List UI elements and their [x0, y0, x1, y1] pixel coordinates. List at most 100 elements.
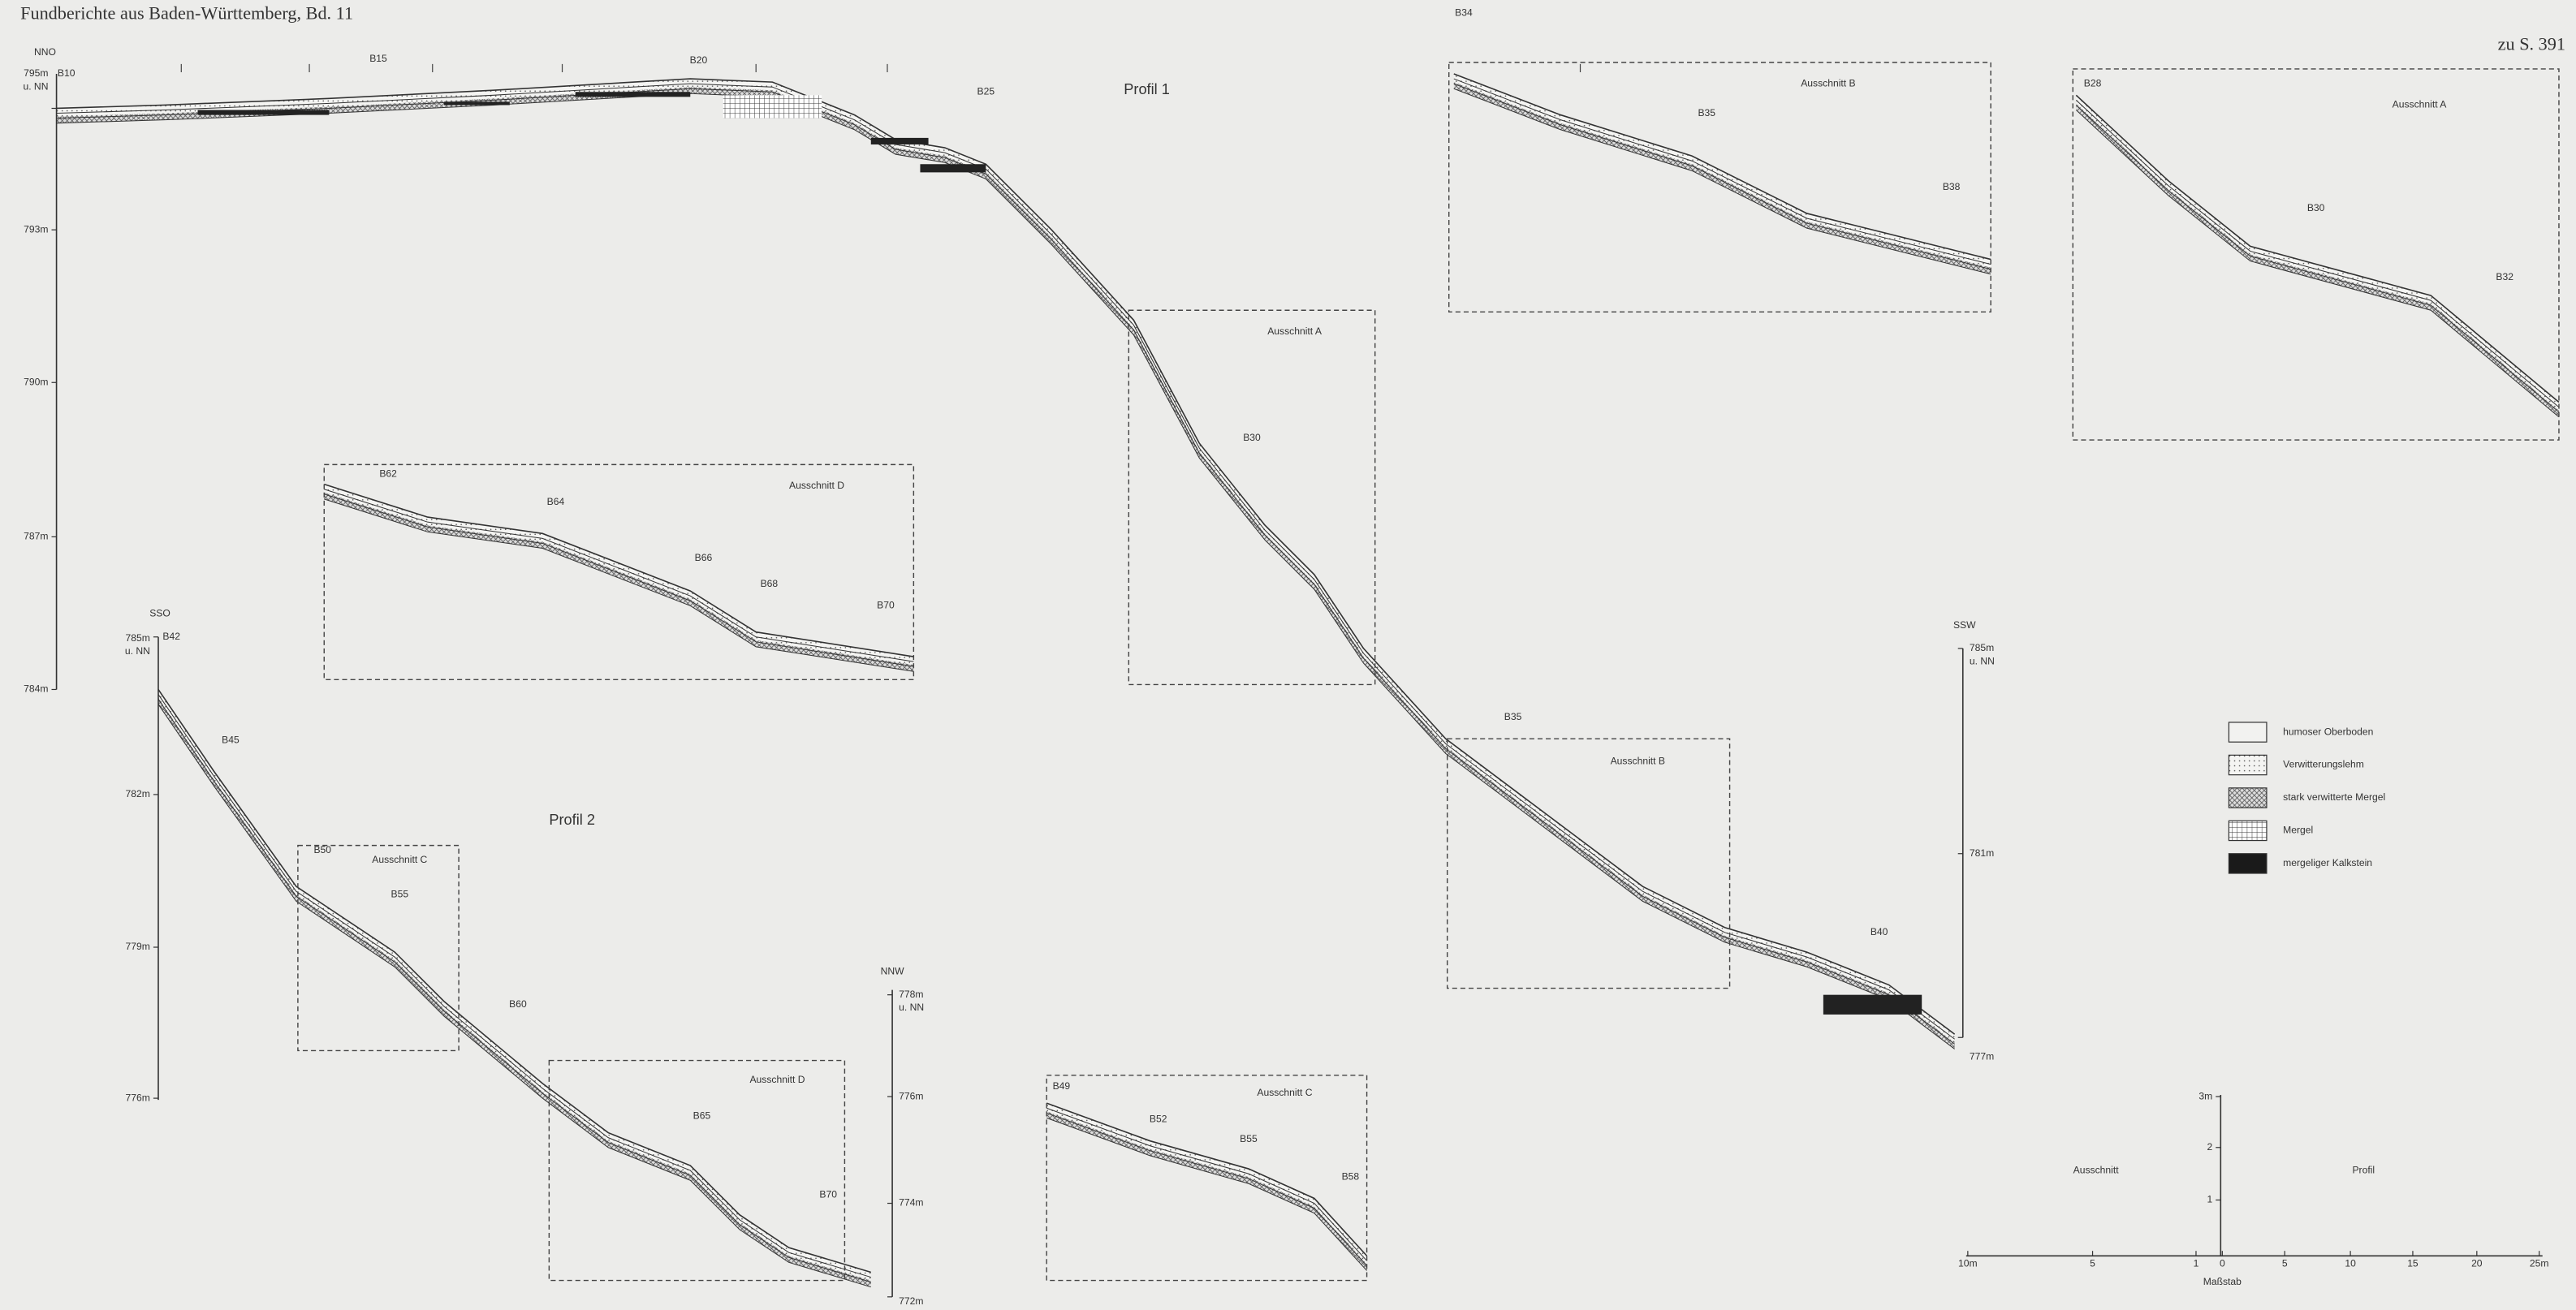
- label: NNW: [881, 966, 905, 977]
- label: B55: [1240, 1133, 1258, 1144]
- label: B15: [369, 53, 387, 64]
- section-box: [2073, 69, 2559, 440]
- figure: Fundberichte aus Baden-Württemberg, Bd. …: [0, 0, 2576, 1310]
- label: Ausschnitt B: [1611, 756, 1665, 767]
- label: 795m: [24, 67, 48, 79]
- label: 15: [2407, 1258, 2419, 1269]
- soil-band: [158, 689, 871, 1286]
- label: u. NN: [1970, 655, 1995, 666]
- legend-swatch: [2229, 854, 2267, 873]
- label: B20: [690, 54, 708, 66]
- marl-band: [158, 698, 871, 1287]
- label: Mergel: [2283, 825, 2313, 836]
- label: 0: [2220, 1258, 2225, 1269]
- label: 5: [2282, 1258, 2288, 1269]
- label: 25m: [2530, 1258, 2549, 1269]
- label: Ausschnitt D: [749, 1074, 805, 1085]
- label: B55: [391, 888, 409, 899]
- label: B52: [1150, 1114, 1167, 1125]
- label: B45: [222, 734, 239, 745]
- soil-band: [57, 79, 1955, 1049]
- label: B40: [1871, 926, 1888, 937]
- profile-line: [2076, 100, 2559, 407]
- label: B35: [1504, 711, 1522, 722]
- label: B64: [547, 496, 565, 507]
- label: Maßstab: [2203, 1276, 2242, 1287]
- label: Fundberichte aus Baden-Württemberg, Bd. …: [20, 2, 353, 23]
- label: Ausschnitt D: [789, 480, 844, 491]
- legend-swatch: [2229, 788, 2267, 808]
- marl-band: [2076, 103, 2559, 416]
- label: B66: [695, 552, 713, 563]
- profile-line: [158, 705, 871, 1287]
- label: B38: [1943, 181, 1961, 192]
- label: 785m: [1970, 642, 1994, 653]
- label: Ausschnitt B: [1801, 77, 1855, 88]
- layer-block: [576, 92, 691, 97]
- label: Ausschnitt A: [1267, 325, 1323, 337]
- label: mergeliger Kalkstein: [2283, 857, 2372, 868]
- label: 20: [2471, 1258, 2483, 1269]
- label: B68: [761, 578, 779, 589]
- label: B34: [1455, 6, 1473, 18]
- label: Ausschnitt: [2073, 1164, 2120, 1175]
- label: Profil 2: [549, 812, 595, 828]
- label: B49: [1053, 1080, 1071, 1092]
- label: 781m: [1970, 847, 1994, 859]
- layer-block: [444, 101, 510, 105]
- label: Profil 1: [1124, 81, 1170, 97]
- layer-block: [198, 110, 330, 115]
- profile-line: [1046, 1113, 1366, 1265]
- label: Verwitterungslehm: [2283, 759, 2364, 770]
- label: stark verwitterte Mergel: [2283, 791, 2385, 803]
- label: 778m: [899, 989, 923, 1000]
- label: B65: [693, 1110, 711, 1122]
- label: 776m: [126, 1092, 150, 1103]
- legend-swatch: [2229, 722, 2267, 742]
- label: B28: [2084, 77, 2102, 88]
- page: {"header":{"title":"Fundberichte aus Bad…: [0, 0, 2576, 1310]
- label: humoser Oberboden: [2283, 726, 2373, 737]
- label: 1: [2194, 1258, 2199, 1269]
- legend-swatch: [2229, 821, 2267, 840]
- label: B42: [162, 631, 180, 642]
- label: SSW: [1953, 619, 1976, 631]
- label: u. NN: [23, 80, 48, 92]
- layer-block: [723, 95, 822, 118]
- section-box: [549, 1061, 844, 1281]
- layer-block: [871, 138, 929, 144]
- label: 10: [2345, 1258, 2356, 1269]
- label: 793m: [24, 223, 48, 235]
- layer-block: [1823, 995, 1922, 1015]
- label: B30: [1243, 432, 1261, 443]
- label: Profil: [2352, 1164, 2375, 1175]
- label: 774m: [899, 1197, 923, 1209]
- label: B10: [58, 67, 76, 79]
- section-box: [1449, 62, 1991, 312]
- label: B60: [509, 998, 527, 1010]
- profile-line: [158, 689, 871, 1272]
- label: 10m: [1958, 1258, 1978, 1269]
- label: 790m: [24, 376, 48, 387]
- label: NNO: [34, 46, 56, 58]
- soil-band: [2076, 95, 2559, 416]
- label: 785m: [126, 632, 150, 644]
- label: zu S. 391: [2498, 34, 2565, 54]
- label: Ausschnitt A: [2393, 99, 2448, 110]
- layer-block: [920, 164, 986, 172]
- label: u. NN: [899, 1002, 924, 1013]
- label: B70: [877, 600, 895, 611]
- label: B32: [2496, 271, 2513, 282]
- profile-line: [2076, 105, 2559, 412]
- label: B58: [1342, 1170, 1360, 1182]
- label: B35: [1698, 107, 1715, 119]
- profile-line: [1454, 74, 1991, 260]
- label: 777m: [1970, 1051, 1994, 1062]
- label: 776m: [899, 1090, 923, 1101]
- profile-line: [57, 84, 1955, 1039]
- label: B70: [819, 1189, 837, 1200]
- label: 2: [2207, 1141, 2212, 1153]
- label: 3m: [2198, 1090, 2212, 1101]
- profile-line: [57, 79, 1955, 1034]
- label: 784m: [24, 683, 48, 695]
